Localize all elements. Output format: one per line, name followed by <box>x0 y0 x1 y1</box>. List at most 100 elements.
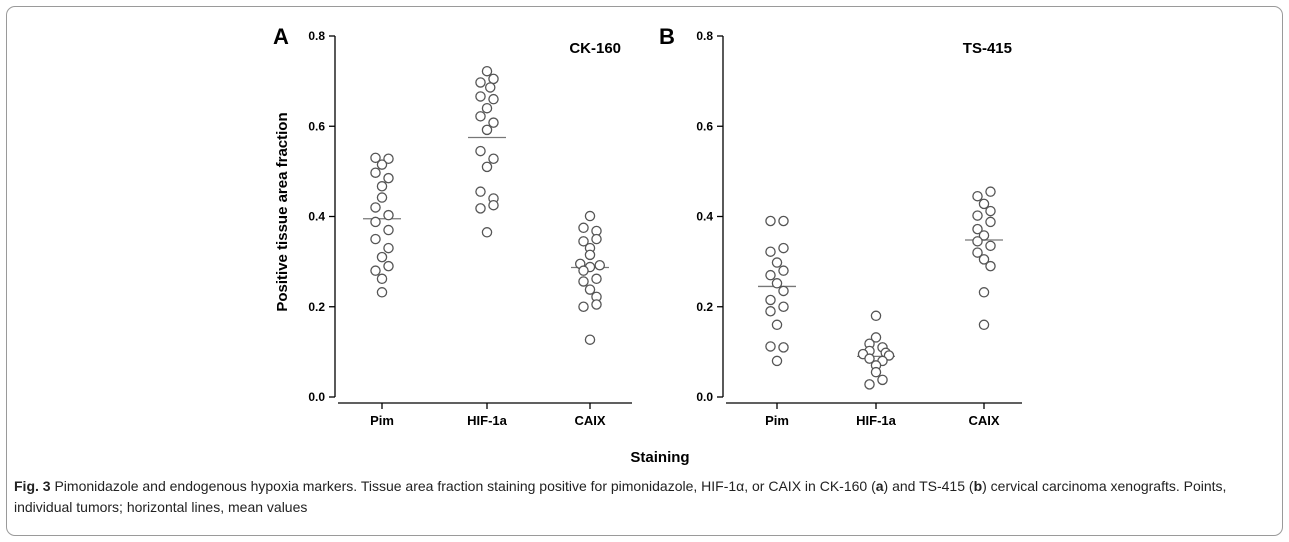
y-axis-title: Positive tissue area fraction <box>274 112 291 311</box>
data-point <box>765 294 776 306</box>
panel-b: B TS-415 0.0 0.2 0.4 0.6 0.8 Pim HIF-1a CAIX <box>659 24 1022 428</box>
data-point <box>771 278 783 289</box>
data-point <box>778 342 789 353</box>
caption-text-2: ) and TS-415 ( <box>883 478 974 494</box>
category-label: Pim <box>370 413 394 428</box>
y-tick-label: 0.8 <box>696 29 713 43</box>
caption-panel-b: b <box>973 478 983 494</box>
caption-text-3: ) cervical carcinoma xenografts. Points,… <box>14 478 1227 515</box>
data-point <box>584 249 596 261</box>
data-point <box>591 233 602 245</box>
data-point <box>578 301 589 312</box>
panel-letter: B <box>659 24 675 49</box>
data-point <box>488 199 499 211</box>
data-point <box>481 124 493 136</box>
data-point <box>765 246 776 257</box>
data-point <box>985 205 996 217</box>
data-point <box>864 379 875 390</box>
data-point <box>985 216 996 228</box>
category-label: CAIX <box>968 413 999 428</box>
caption-fig-label: Fig. 3 <box>14 478 51 494</box>
x-axis-title: Staining <box>630 449 689 466</box>
data-point <box>870 332 882 343</box>
y-tick-label: 0.6 <box>308 119 325 133</box>
data-point <box>765 306 776 317</box>
y-tick-label: 0.0 <box>308 390 325 404</box>
data-point <box>488 117 499 128</box>
data-point <box>771 319 783 331</box>
y-tick-label: 0.0 <box>696 390 713 404</box>
data-point <box>370 202 381 213</box>
data-point <box>778 265 789 276</box>
data-point <box>488 93 499 105</box>
data-point <box>978 319 990 331</box>
category-label: CAIX <box>574 413 605 428</box>
y-tick-label: 0.8 <box>308 29 325 43</box>
data-point <box>475 145 486 157</box>
category-label: HIF-1a <box>467 413 508 428</box>
data-point <box>488 153 499 164</box>
data-point <box>370 152 381 164</box>
data-point <box>383 260 394 272</box>
y-tick-label: 0.6 <box>696 119 713 133</box>
data-point <box>778 215 789 227</box>
data-point <box>370 167 381 178</box>
data-point <box>370 216 381 228</box>
figure-frame <box>6 6 1283 536</box>
data-point <box>481 227 493 238</box>
y-tick-label: 0.4 <box>308 210 325 224</box>
data-point <box>484 82 496 93</box>
data-point <box>765 269 776 281</box>
data-point <box>475 111 486 122</box>
data-point <box>475 186 486 197</box>
data-point <box>765 215 776 227</box>
data-point <box>584 210 596 222</box>
data-point <box>578 276 589 287</box>
data-point <box>972 190 983 202</box>
data-point <box>383 209 394 221</box>
data-point <box>383 242 394 254</box>
data-point <box>584 284 596 295</box>
data-point <box>591 273 602 285</box>
data-point <box>481 161 493 173</box>
data-point <box>488 73 499 85</box>
y-tick-label: 0.4 <box>696 210 713 224</box>
data-point <box>376 251 388 263</box>
figure-svg: Positive tissue area fraction Staining A… <box>273 24 1022 466</box>
data-point <box>778 285 789 297</box>
data-point <box>383 153 394 164</box>
data-point <box>972 223 983 235</box>
data-point <box>383 172 394 184</box>
panel-title: CK-160 <box>569 40 621 57</box>
data-point <box>978 287 990 298</box>
y-tick-label: 0.2 <box>696 300 713 314</box>
data-point <box>778 301 789 312</box>
data-point <box>972 236 983 247</box>
data-point <box>475 91 486 102</box>
data-point <box>985 260 996 272</box>
data-point <box>985 240 996 252</box>
panel-a: A CK-160 0.0 0.2 0.4 0.6 0.8 Pim HIF-1a CAIX <box>273 24 632 428</box>
data-point <box>978 254 990 265</box>
data-point <box>594 259 606 271</box>
data-point <box>475 203 486 214</box>
category-label: Pim <box>765 413 789 428</box>
data-point <box>778 242 789 254</box>
category-label: HIF-1a <box>856 413 897 428</box>
data-point <box>475 77 486 88</box>
data-point <box>972 210 983 221</box>
data-point <box>864 353 875 364</box>
figure-caption: Fig. 3 Pimonidazole and endogenous hypox… <box>14 476 1254 518</box>
data-point <box>771 355 783 367</box>
data-point <box>978 230 990 241</box>
data-point <box>972 247 983 258</box>
data-point <box>578 222 589 234</box>
data-point <box>481 65 493 77</box>
data-point <box>578 265 589 276</box>
data-point <box>376 159 388 170</box>
caption-text-1: Pimonidazole and endogenous hypoxia mark… <box>50 478 876 494</box>
caption-panel-a: a <box>875 478 884 494</box>
panel-letter: A <box>273 24 289 49</box>
data-point <box>870 366 882 378</box>
data-point <box>591 299 602 310</box>
